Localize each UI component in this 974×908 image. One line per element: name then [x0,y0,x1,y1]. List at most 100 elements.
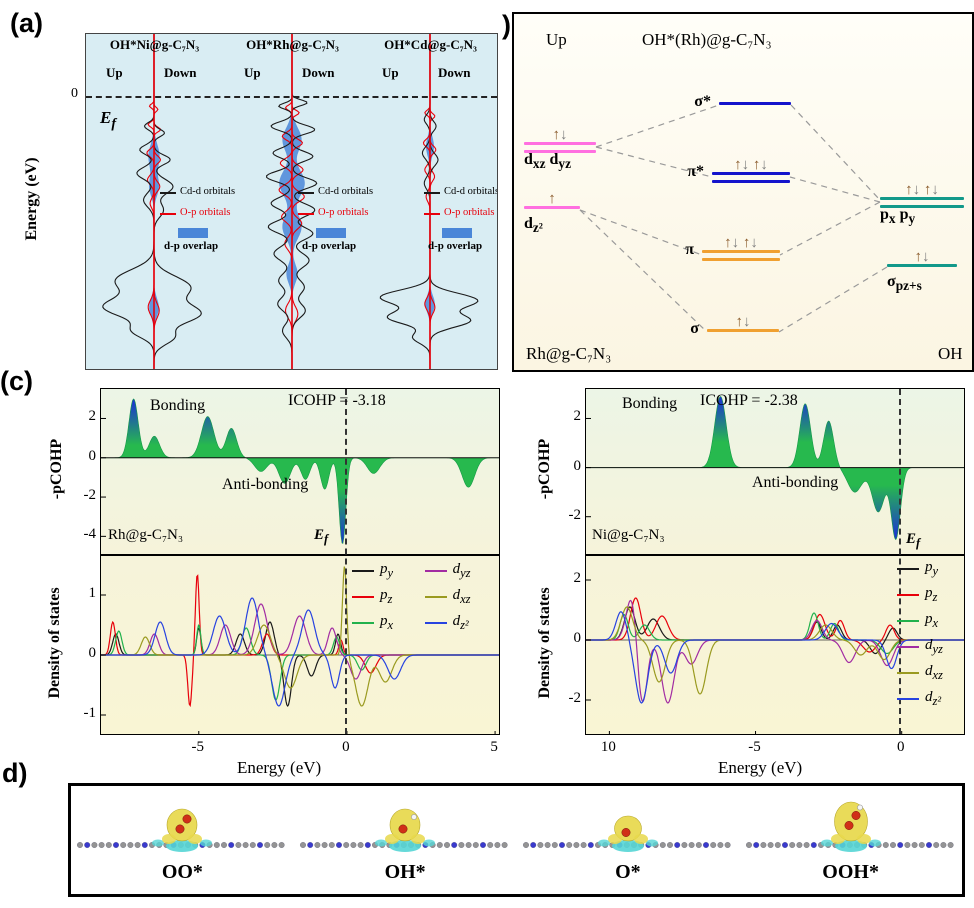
carbon-atom [659,842,666,848]
carbon-atom [537,842,544,848]
legend-label: px [380,613,394,632]
legend-line [897,568,919,570]
dos-legend-ni: Cd-d orbitals O-p orbitals d-p overlap [160,182,246,252]
carbon-atom [465,842,472,848]
adsorbate-label: OH* [384,861,426,883]
carbon-atom [573,842,580,848]
nitrogen-atom [781,842,788,848]
charge-depletion-blob [200,839,213,847]
legend-item: dxz [424,584,502,610]
electron-arrows: ↑↓ [887,248,957,266]
mo-connector [779,201,881,256]
charge-depletion-blob [868,839,881,847]
nitrogen-atom [113,842,120,848]
carbon-atom [264,842,271,848]
element: z² [532,220,543,236]
carbon-atom [494,842,501,848]
legend-label: d-p overlap [164,240,219,252]
subplot-title-rh: OH*Rh@g-C₇N₃ [246,37,339,52]
fermi-label-right: Ef [906,531,921,550]
element: xz [932,668,943,682]
y-tick-label: -2 [568,690,582,706]
charge-depletion-blob [166,840,199,852]
nitrogen-atom [336,842,343,848]
mo-level-label: π* [687,163,704,180]
carbon-atom [688,842,695,848]
element: x [888,211,896,227]
carbon-atom [243,842,249,848]
mo-level-px-py: ↑↓ ↑↓ px py [880,182,964,226]
nitrogen-atom [307,842,314,848]
mo-connector [789,176,881,203]
legend-item: dyz [897,634,943,660]
x-tick-label: 0 [896,739,905,755]
charge-accumulation-blob [856,834,871,844]
legend-item: Cd-d orbitals [298,182,384,203]
fermi-dashed-line-left [345,389,347,734]
mo-level-dxz-dyz: ↑↓ dxz dyz [524,127,596,171]
antibonding-label-left: Anti-bonding [222,476,309,493]
charge-accumulation-blob [411,834,426,844]
y-tick-label: 1 [88,585,97,601]
carbon-atom [666,842,673,848]
legend-line [352,596,374,598]
icohp-value-left: ICOHP = -3.18 [288,392,386,409]
spin-down-label: Down [302,65,335,80]
legend-line [160,212,176,215]
legend-line [424,191,440,194]
mo-connector [595,104,720,148]
spin-up-arrow: ↑ [552,127,561,143]
nitrogen-atom [587,842,594,848]
legend-swatch [178,228,208,238]
electron-arrows: ↑↓ [707,313,779,331]
charge-accumulation-blob [614,815,642,842]
spin-down-arrow: ↓ [560,127,568,143]
legend-line [298,191,314,194]
mo-connector [595,146,713,178]
element: xz [460,592,471,606]
legend-label: dyz [925,637,943,656]
mo-level-label: dxz dyz [524,151,571,172]
charge-density-o [522,815,731,852]
carbon-atom [135,842,141,848]
adsorbate-label: OOH* [822,861,879,883]
dos-legend-rh: Cd-d orbitals O-p orbitals d-p overlap [298,182,384,252]
legend-swatch [316,228,346,238]
spin-down-arrow: ↓ [750,235,758,251]
y-tick-label: 2 [88,408,97,425]
cohp-ylabel-left: -pCOHP [48,438,65,500]
cohp-chart-ni [585,388,965,555]
legend-line [352,570,374,572]
electron-arrows: ↑↓ [524,126,596,144]
dos-chart-ni [585,555,965,735]
legend-label: dyz [452,561,471,580]
legend-item: px [897,608,943,634]
panel-d-label: d) [2,758,28,788]
nitrogen-atom [810,842,817,848]
legend-label: Cd-d orbitals [180,186,236,198]
x-tick-label: 0 [342,739,350,755]
mo-level-pi: ↑↓ ↑↓ π [685,235,780,261]
element: z² [460,618,469,632]
mo-level-pi-star: ↑↓ ↑↓ π* [687,157,790,183]
spin-down-arrow: ↓ [741,157,750,173]
legend-label: dxz [452,587,471,606]
carbon-atom [911,842,918,848]
legend-item: py [352,558,425,584]
carbon-atom [918,842,925,848]
mo-level-sigma-pz-s: ↑↓ σpz+s [887,249,957,293]
energy-level-line [524,142,596,145]
element: z [932,590,938,604]
panel-b-mo-diagram: Up OH*(Rh)@g-C₇N₃ Rh@g-C₇N₃ OH ↑↓ dxz dyz… [512,12,974,372]
element: f [111,115,117,132]
charge-accumulation-blob [385,834,400,844]
legend-item: pz [897,582,943,608]
element: z² [932,694,942,708]
carbon-atom [882,842,889,848]
cohp-chart-rh [100,388,500,555]
charge-accumulation-blob [607,834,622,844]
legend-item: dz² [424,610,502,636]
charge-depletion-blob [152,839,165,847]
spin-up-arrow: ↑ [923,182,932,198]
nitrogen-atom [364,842,371,848]
